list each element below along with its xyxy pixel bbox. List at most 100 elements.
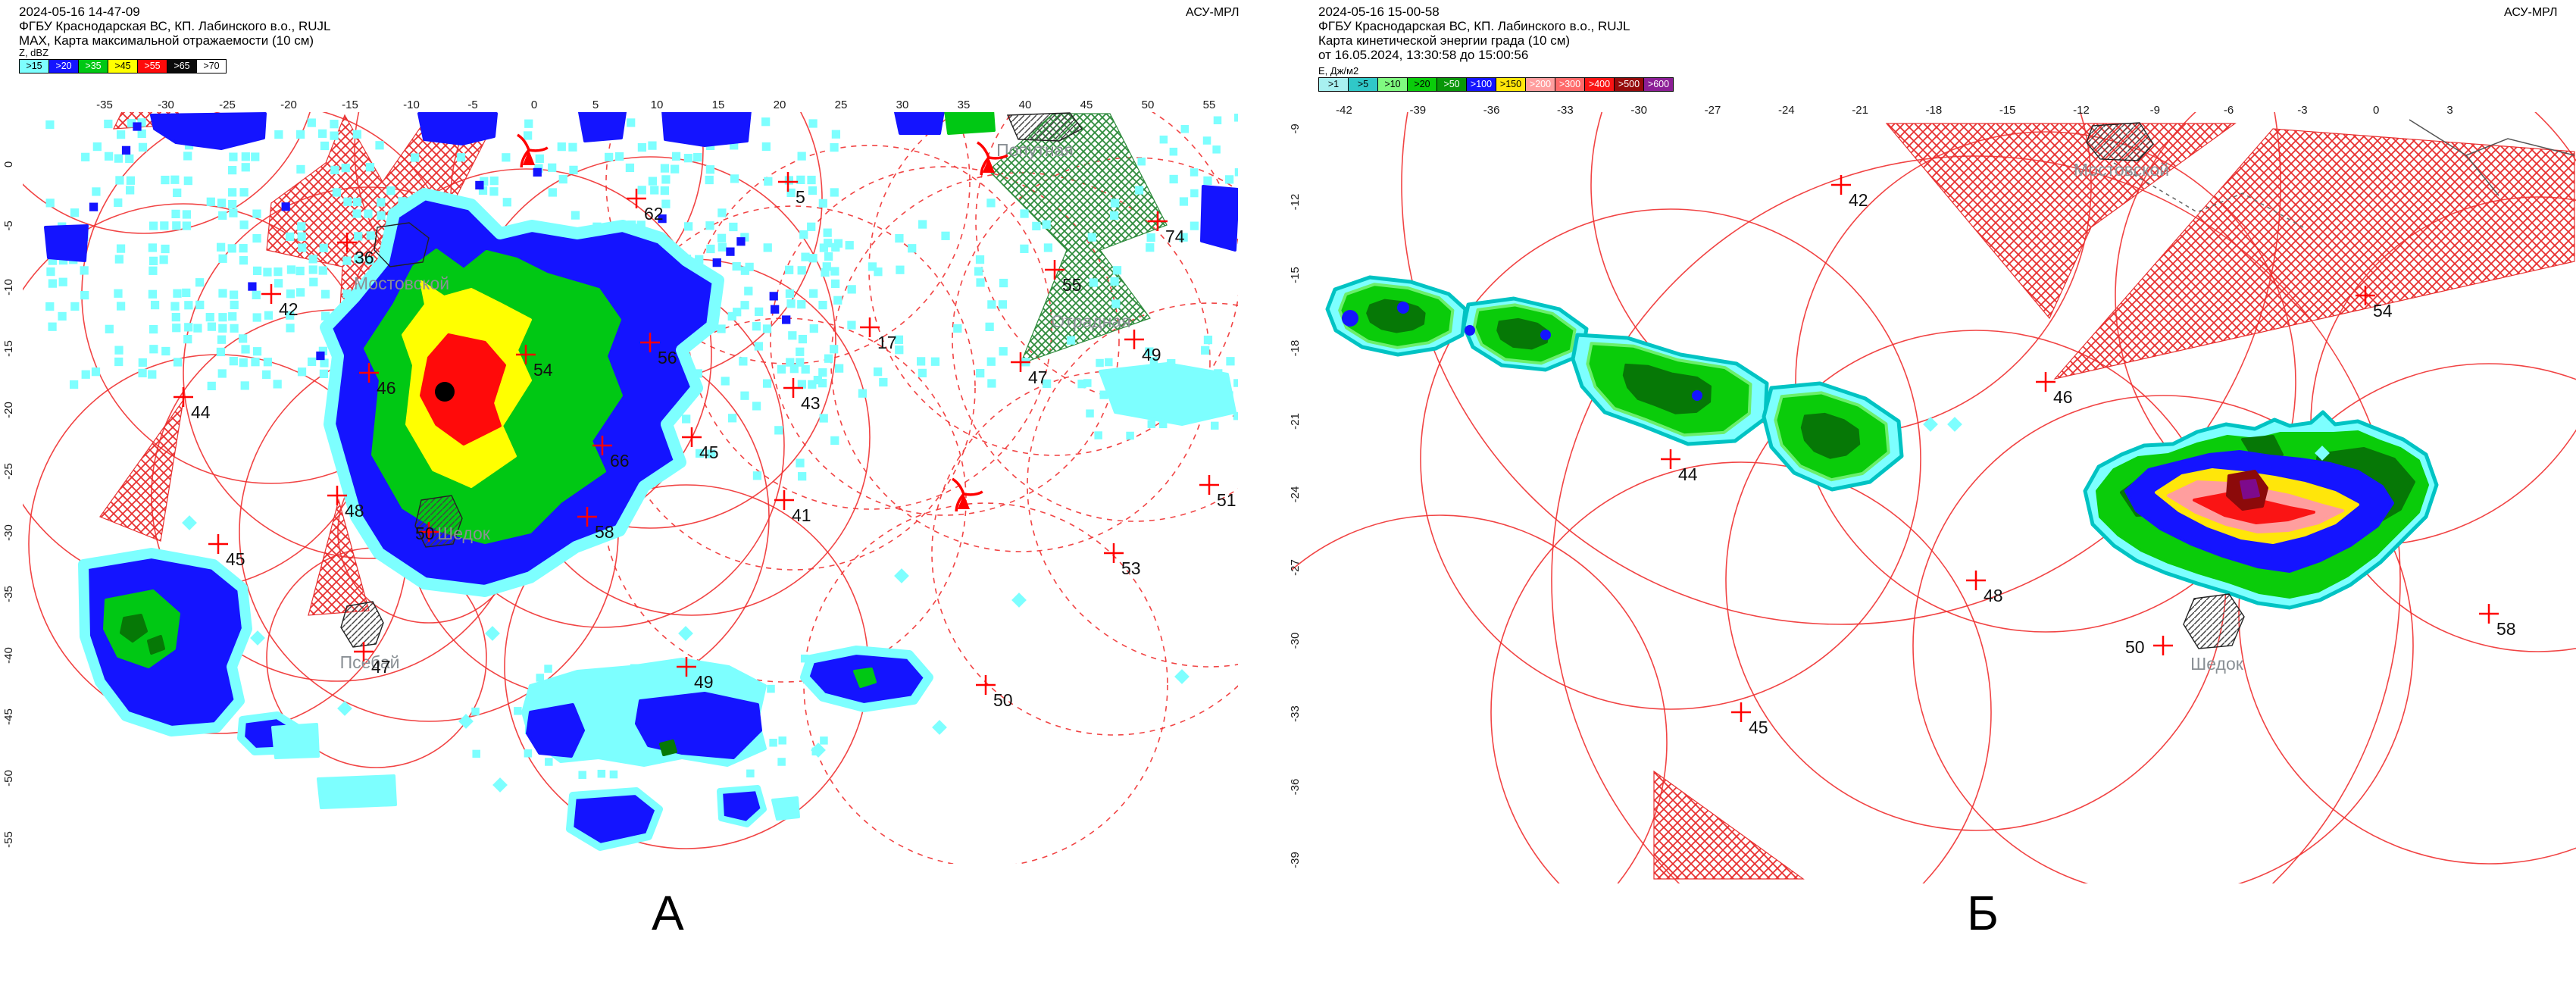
echo-speckle bbox=[1190, 189, 1199, 198]
echo-speckle bbox=[70, 302, 80, 311]
echo-speckle bbox=[475, 180, 484, 190]
echo-speckle bbox=[80, 266, 89, 275]
echo-speckle bbox=[818, 368, 827, 377]
echo-speckle bbox=[705, 221, 714, 230]
echo-speckle bbox=[800, 654, 809, 663]
x-tick-label: 0 bbox=[2373, 104, 2379, 117]
echo-speckle bbox=[69, 380, 79, 389]
header-line: 2024-05-16 15-00-58 bbox=[1318, 5, 1440, 19]
echo-speckle bbox=[228, 199, 237, 209]
echo-diamond bbox=[458, 714, 474, 729]
echo-speckle bbox=[296, 130, 305, 139]
station-height-label: 66 bbox=[610, 451, 630, 471]
station-cross-icon bbox=[1124, 330, 1144, 349]
echo-speckle bbox=[796, 358, 805, 367]
map-shape bbox=[952, 477, 965, 495]
echo-diamond bbox=[932, 720, 947, 735]
echo-speckle bbox=[769, 738, 777, 747]
x-tick-label: 0 bbox=[531, 98, 537, 111]
map-shape bbox=[988, 154, 1008, 160]
echo-speckle bbox=[895, 233, 904, 243]
echo-speckle bbox=[545, 758, 553, 766]
station-cross-icon bbox=[2036, 372, 2055, 392]
echo-speckle bbox=[987, 300, 996, 309]
hatched-sector bbox=[2053, 128, 2575, 380]
echo-speckle bbox=[161, 175, 170, 185]
echo-speckle bbox=[1234, 168, 1238, 177]
echo-speckle bbox=[365, 163, 375, 172]
station-cross-icon bbox=[2479, 604, 2499, 624]
echo-speckle bbox=[230, 300, 239, 310]
echo-speckle bbox=[819, 243, 828, 252]
echo-speckle bbox=[807, 175, 816, 185]
echo-speckle bbox=[917, 357, 926, 366]
echo-speckle bbox=[241, 163, 250, 172]
echo-speckle bbox=[45, 120, 55, 130]
echo-speckle bbox=[797, 380, 807, 389]
y-tick-label: -21 bbox=[1289, 413, 1302, 430]
echo-speckle bbox=[114, 154, 123, 163]
echo-speckle bbox=[1169, 174, 1178, 184]
echo-speckle bbox=[171, 312, 180, 322]
echo-speckle bbox=[693, 369, 702, 378]
panel-label-a: А bbox=[652, 886, 684, 940]
echo-speckle bbox=[1087, 233, 1096, 242]
echo-speckle bbox=[821, 267, 830, 277]
echo-speckle bbox=[636, 220, 646, 230]
echo-speckle bbox=[1111, 299, 1121, 308]
echo-speckle bbox=[1146, 243, 1155, 252]
echo-speckle bbox=[159, 255, 168, 264]
echo-speckle bbox=[746, 769, 755, 778]
station-height-label: 46 bbox=[377, 378, 396, 398]
echo-speckle bbox=[183, 152, 192, 161]
echo-speckle bbox=[170, 175, 180, 184]
axis-labels: -42 -39 -36 -33 -30 -27 -24 -21 -18 -15 -12 -9 -6 -3 0… bbox=[1289, 104, 2453, 868]
echo-speckle bbox=[818, 379, 827, 388]
echo-speckle bbox=[471, 707, 480, 716]
echo-speckle bbox=[784, 176, 793, 185]
echo-speckle bbox=[308, 255, 317, 264]
echo-speckle bbox=[354, 232, 363, 241]
echo-speckle bbox=[80, 290, 89, 300]
station-height-label: 54 bbox=[533, 360, 553, 380]
echo-speckle bbox=[172, 324, 181, 333]
echo-speckle bbox=[752, 322, 761, 331]
town-label: Шедок bbox=[437, 524, 491, 543]
echo-speckle bbox=[216, 347, 226, 357]
echo-speckle bbox=[830, 279, 840, 289]
echo-blob bbox=[1622, 363, 1712, 414]
echo-speckle bbox=[896, 265, 905, 274]
station-cross-icon bbox=[1831, 175, 1851, 195]
echo-speckle bbox=[365, 256, 374, 265]
station-height-label: 17 bbox=[877, 333, 897, 352]
echo-diamond bbox=[894, 568, 909, 583]
echo-speckle bbox=[918, 368, 927, 378]
echo-speckle bbox=[754, 342, 763, 351]
echo-speckle bbox=[307, 357, 317, 367]
station-height-label: 46 bbox=[2053, 387, 2073, 407]
echo-speckle bbox=[104, 152, 114, 161]
range-circle bbox=[1490, 461, 1992, 883]
town-area bbox=[2183, 593, 2245, 649]
echo-speckle bbox=[808, 119, 818, 128]
echo-speckle bbox=[721, 377, 730, 386]
station-height-label: 58 bbox=[2496, 619, 2516, 639]
echo-speckle bbox=[183, 176, 192, 186]
echo-speckle bbox=[661, 175, 671, 184]
echo-speckle bbox=[1203, 335, 1213, 345]
echo-speckle bbox=[472, 749, 480, 758]
echo-speckle bbox=[251, 358, 260, 367]
echo-speckle bbox=[813, 375, 822, 385]
echo-speckle bbox=[762, 379, 772, 388]
echo-speckle bbox=[744, 286, 753, 296]
x-tick-label: 20 bbox=[774, 98, 786, 111]
echo-speckle bbox=[1203, 176, 1212, 186]
echo-speckle bbox=[184, 301, 193, 310]
echo-blob bbox=[526, 703, 585, 758]
echo-speckle bbox=[1110, 277, 1119, 286]
echo-speckle bbox=[1226, 357, 1235, 366]
echo-speckle bbox=[173, 289, 182, 298]
echo-speckle bbox=[569, 165, 578, 174]
echo-speckle bbox=[264, 311, 274, 320]
radar-antenna-icon bbox=[977, 141, 1008, 176]
